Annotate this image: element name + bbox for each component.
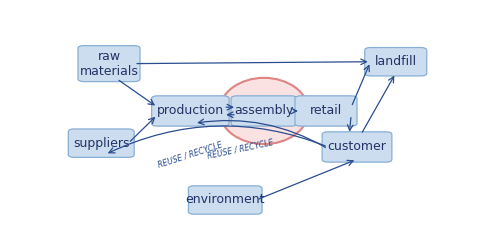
FancyBboxPatch shape (322, 132, 392, 162)
Text: REUSE / RECYCLE: REUSE / RECYCLE (157, 140, 224, 170)
FancyBboxPatch shape (78, 46, 140, 82)
Ellipse shape (220, 78, 308, 144)
Text: REUSE / RECYCLE: REUSE / RECYCLE (207, 138, 274, 160)
FancyBboxPatch shape (68, 129, 134, 157)
FancyBboxPatch shape (231, 96, 297, 126)
Text: environment: environment (186, 194, 265, 206)
FancyBboxPatch shape (295, 96, 357, 126)
Text: raw
materials: raw materials (80, 50, 138, 78)
Text: customer: customer (328, 140, 386, 154)
Text: retail: retail (310, 105, 342, 118)
Text: assembly: assembly (234, 105, 294, 118)
Text: production: production (157, 105, 224, 118)
FancyBboxPatch shape (188, 186, 262, 214)
Text: suppliers: suppliers (73, 137, 130, 150)
Text: landfill: landfill (374, 55, 417, 68)
FancyBboxPatch shape (364, 47, 427, 76)
FancyBboxPatch shape (152, 96, 229, 126)
